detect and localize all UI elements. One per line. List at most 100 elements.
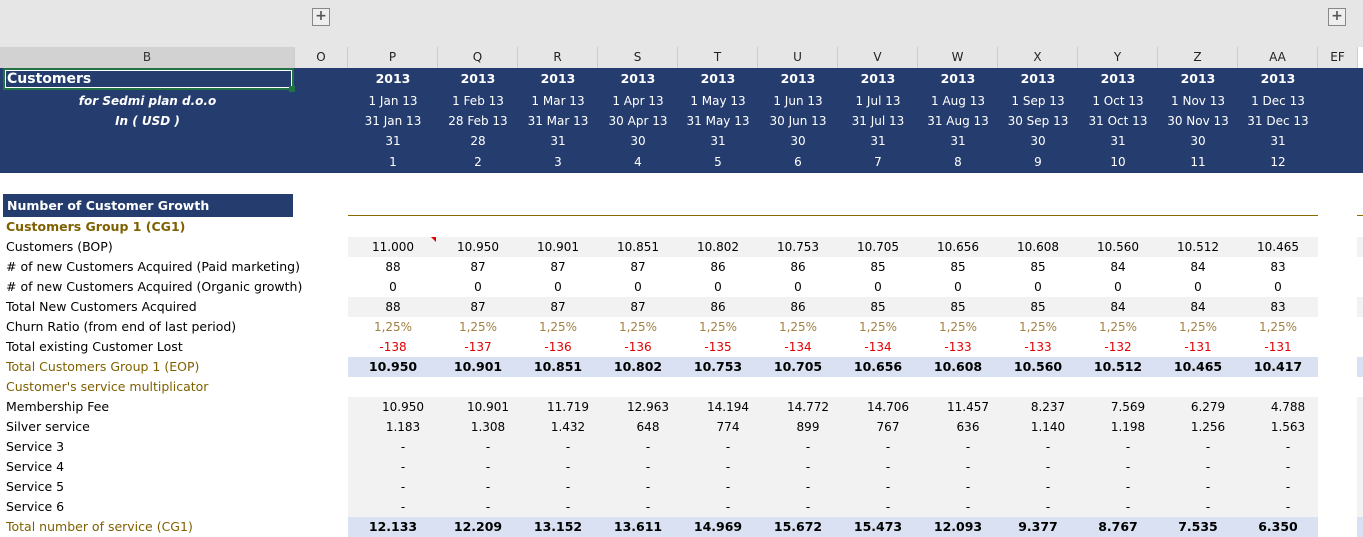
column-header-aa[interactable]: AA <box>1238 47 1318 68</box>
value-cell[interactable]: - <box>1125 460 1131 474</box>
value-cell[interactable]: 6.279 <box>1190 400 1226 414</box>
value-cell[interactable]: 1,25% <box>778 320 818 334</box>
value-cell[interactable]: 0 <box>389 280 397 294</box>
value-cell[interactable]: 1,25% <box>618 320 658 334</box>
value-cell[interactable]: 4.788 <box>1270 400 1306 414</box>
value-cell[interactable]: -137 <box>464 340 492 354</box>
value-cell[interactable]: 1.563 <box>1270 420 1306 434</box>
value-cell[interactable]: 0 <box>634 280 642 294</box>
column-header-x[interactable]: X <box>998 47 1078 68</box>
value-cell[interactable]: 0 <box>474 280 482 294</box>
value-cell[interactable]: 14.772 <box>787 400 829 414</box>
value-cell[interactable]: - <box>1205 460 1211 474</box>
column-header-y[interactable]: Y <box>1078 47 1158 68</box>
value-cell[interactable]: 1,25% <box>938 320 978 334</box>
value-cell[interactable]: 10.950 <box>368 359 418 374</box>
value-cell[interactable]: - <box>400 500 406 514</box>
value-cell[interactable]: - <box>565 440 571 454</box>
value-cell[interactable]: 10.901 <box>537 240 579 254</box>
value-cell[interactable]: - <box>885 440 891 454</box>
value-cell[interactable]: - <box>1045 480 1051 494</box>
value-cell[interactable]: - <box>1285 460 1291 474</box>
value-cell[interactable]: 10.753 <box>777 240 819 254</box>
value-cell[interactable]: 7.569 <box>1110 400 1146 414</box>
value-cell[interactable]: 85 <box>1030 260 1046 274</box>
value-cell[interactable]: - <box>485 460 491 474</box>
column-header-r[interactable]: R <box>518 47 598 68</box>
value-cell[interactable]: 1,25% <box>1018 320 1058 334</box>
value-cell[interactable]: 1.198 <box>1110 420 1146 434</box>
value-cell[interactable]: 85 <box>870 260 886 274</box>
value-cell[interactable]: 87 <box>630 300 646 314</box>
value-cell[interactable]: 10.753 <box>693 359 743 374</box>
value-cell[interactable]: 636 <box>956 420 980 434</box>
value-cell[interactable]: 10.560 <box>1013 359 1063 374</box>
value-cell[interactable]: 1,25% <box>1178 320 1218 334</box>
value-cell[interactable]: 11.719 <box>547 400 589 414</box>
value-cell[interactable]: - <box>1205 440 1211 454</box>
value-cell[interactable]: 13.611 <box>613 519 663 534</box>
column-header-q[interactable]: Q <box>438 47 518 68</box>
value-cell[interactable]: - <box>805 500 811 514</box>
value-cell[interactable]: 85 <box>950 260 966 274</box>
value-cell[interactable]: 10.950 <box>457 240 499 254</box>
value-cell[interactable]: 774 <box>716 420 740 434</box>
value-cell[interactable]: - <box>1205 500 1211 514</box>
value-cell[interactable]: 87 <box>470 260 486 274</box>
value-cell[interactable]: - <box>645 460 651 474</box>
value-cell[interactable]: 88 <box>385 300 401 314</box>
value-cell[interactable]: 899 <box>796 420 820 434</box>
value-cell[interactable]: 10.465 <box>1257 240 1299 254</box>
value-cell[interactable]: - <box>1125 500 1131 514</box>
value-cell[interactable]: - <box>885 460 891 474</box>
value-cell[interactable]: 10.656 <box>853 359 903 374</box>
value-cell[interactable]: 13.152 <box>533 519 583 534</box>
value-cell[interactable]: - <box>965 500 971 514</box>
value-cell[interactable]: 10.901 <box>453 359 503 374</box>
value-cell[interactable]: - <box>485 500 491 514</box>
value-cell[interactable]: 1,25% <box>458 320 498 334</box>
value-cell[interactable]: 83 <box>1270 260 1286 274</box>
value-cell[interactable]: 0 <box>714 280 722 294</box>
value-cell[interactable]: 0 <box>554 280 562 294</box>
value-cell[interactable]: -136 <box>544 340 572 354</box>
value-cell[interactable]: 10.950 <box>382 400 424 414</box>
value-cell[interactable]: - <box>400 440 406 454</box>
value-cell[interactable]: 87 <box>550 300 566 314</box>
value-cell[interactable]: 10.656 <box>937 240 979 254</box>
value-cell[interactable]: - <box>1285 500 1291 514</box>
value-cell[interactable]: - <box>1045 440 1051 454</box>
value-cell[interactable]: 10.512 <box>1177 240 1219 254</box>
value-cell[interactable]: 7.535 <box>1178 519 1218 534</box>
value-cell[interactable]: - <box>485 480 491 494</box>
column-header-ef[interactable]: EF <box>1318 47 1358 68</box>
value-cell[interactable]: - <box>965 460 971 474</box>
value-cell[interactable]: - <box>725 460 731 474</box>
value-cell[interactable]: 15.473 <box>853 519 903 534</box>
value-cell[interactable]: - <box>1125 440 1131 454</box>
value-cell[interactable]: -131 <box>1264 340 1292 354</box>
column-header-z[interactable]: Z <box>1158 47 1238 68</box>
value-cell[interactable]: 86 <box>710 300 726 314</box>
value-cell[interactable]: 12.209 <box>453 519 503 534</box>
value-cell[interactable]: 10.705 <box>857 240 899 254</box>
value-cell[interactable]: 0 <box>954 280 962 294</box>
fill-handle[interactable] <box>289 86 295 92</box>
value-cell[interactable]: 15.672 <box>773 519 823 534</box>
value-cell[interactable]: -134 <box>864 340 892 354</box>
value-cell[interactable]: - <box>400 460 406 474</box>
column-header-w[interactable]: W <box>918 47 998 68</box>
value-cell[interactable]: 1.308 <box>470 420 506 434</box>
value-cell[interactable]: 0 <box>794 280 802 294</box>
column-header-b[interactable]: B <box>0 47 295 68</box>
value-cell[interactable]: -138 <box>379 340 407 354</box>
value-cell[interactable]: -132 <box>1104 340 1132 354</box>
value-cell[interactable]: - <box>565 500 571 514</box>
value-cell[interactable]: - <box>965 440 971 454</box>
value-cell[interactable]: - <box>485 440 491 454</box>
value-cell[interactable]: - <box>645 500 651 514</box>
value-cell[interactable]: -133 <box>944 340 972 354</box>
value-cell[interactable]: - <box>565 480 571 494</box>
column-header-u[interactable]: U <box>758 47 838 68</box>
value-cell[interactable]: 14.706 <box>867 400 909 414</box>
